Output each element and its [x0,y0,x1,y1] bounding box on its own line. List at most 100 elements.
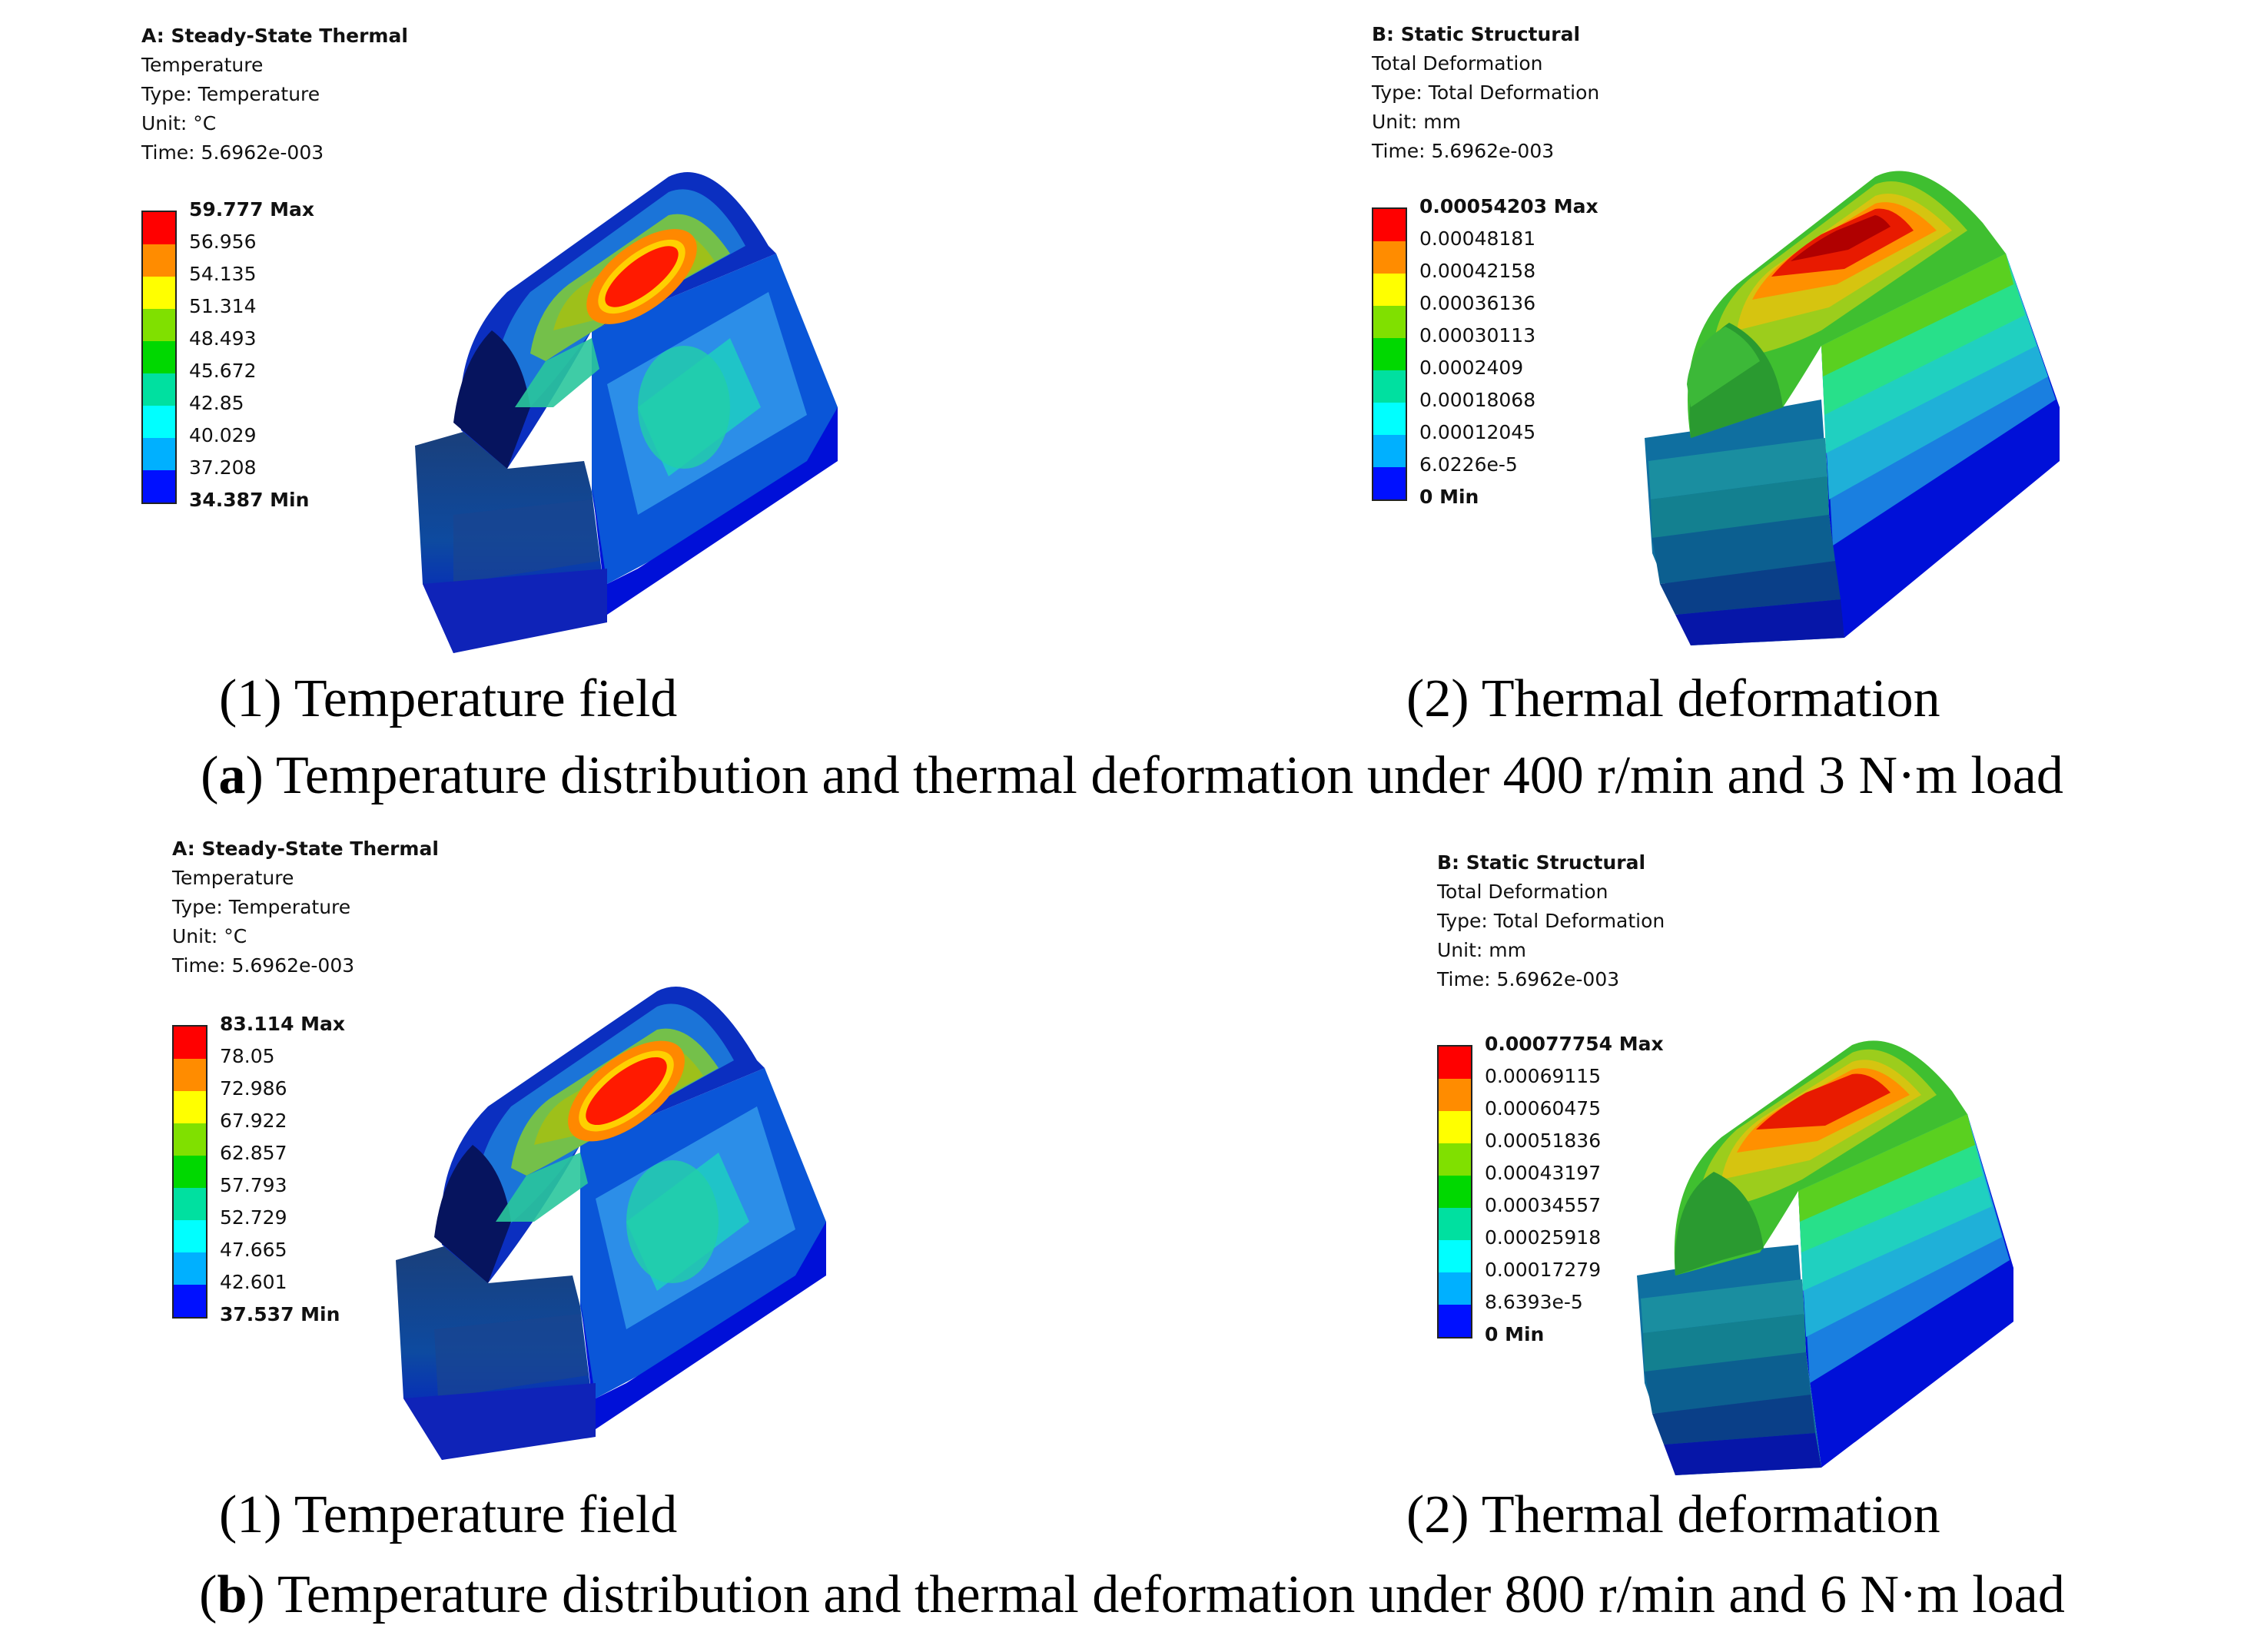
legend-swatch [1373,467,1406,499]
info-header: B: Static Structural [1372,23,1581,45]
legend-value: 56.956 [189,231,257,253]
legend-swatch [174,1220,206,1252]
legend-value: 6.0226e-5 [1419,453,1518,476]
info-header: A: Steady-State Thermal [172,838,439,860]
caption-label: b [217,1565,247,1624]
legend-value: 0.00012045 [1419,421,1536,443]
legend-value: 40.029 [189,424,257,446]
legend-value: 0.00060475 [1485,1097,1602,1120]
legend-swatch [143,470,175,503]
info-line: Time: 5.6962e-003 [172,954,355,977]
legend-swatch [1439,1111,1471,1143]
info-line: Type: Total Deformation [1372,81,1600,104]
deformation-model-render [1645,171,2060,645]
legend-swatch [174,1123,206,1156]
info-line: Time: 5.6962e-003 [1372,140,1555,162]
legend-value: 8.6393e-5 [1485,1291,1583,1313]
deformation-info-a: B: Static Structural Total Deformation T… [1372,20,1599,166]
legend-swatch [174,1027,206,1059]
legend-min-label: 0 Min [1485,1323,1545,1345]
legend-value: 0.00036136 [1419,292,1536,314]
caption-label: a [218,746,246,805]
legend-swatch [174,1188,206,1220]
legend-value: 0.00069115 [1485,1065,1602,1087]
caption-text: Temperature distribution and thermal def… [276,746,2063,805]
legend-value: 51.314 [189,295,257,317]
legend-swatch [143,438,175,470]
legend-value: 67.922 [220,1110,287,1132]
legend-value: 52.729 [220,1206,287,1229]
legend-swatch [1373,209,1406,241]
deformation-info-b: B: Static Structural Total Deformation T… [1437,848,1665,994]
temperature-info-a: A: Steady-State Thermal Temperature Type… [141,22,408,168]
temperature-info-b: A: Steady-State Thermal Temperature Type… [172,834,439,980]
legend-value: 62.857 [220,1142,287,1164]
legend-swatch [143,277,175,309]
legend-swatch [1439,1079,1471,1111]
legend-swatch [174,1059,206,1091]
info-line: Unit: °C [172,925,247,947]
legend-swatch [1439,1208,1471,1240]
legend-swatch [174,1156,206,1188]
info-line: Time: 5.6962e-003 [141,141,324,164]
legend-value: 0.00034557 [1485,1194,1602,1216]
subcaption-deformation-a: (2) Thermal deformation [1406,669,1940,728]
legend-value: 0.00030113 [1419,324,1536,347]
legend-swatch [1373,435,1406,467]
info-line: Unit: °C [141,112,217,134]
legend-min-label: 37.537 Min [220,1303,340,1325]
figure-caption-a: (a) Temperature distribution and thermal… [201,746,2063,805]
legend-swatch [1373,274,1406,306]
legend-value: 48.493 [189,327,257,350]
legend-swatch [143,341,175,373]
legend-value: 47.665 [220,1239,287,1261]
legend-swatch [143,309,175,341]
legend-value: 0.00048181 [1419,227,1536,250]
temperature-model-render [396,987,826,1460]
legend-value: 0.00025918 [1485,1226,1602,1249]
legend-swatch [1373,370,1406,403]
legend-max-label: 0.00077754 Max [1485,1033,1664,1055]
subcaption-temperature-b: (1) Temperature field [219,1485,678,1544]
legend-swatch [174,1091,206,1123]
figure-caption-b: (b) Temperature distribution and thermal… [199,1565,2065,1624]
legend-swatch [1439,1047,1471,1079]
legend-value: 0.00043197 [1485,1162,1602,1184]
legend-value: 54.135 [189,263,257,285]
legend-swatch [1373,403,1406,435]
legend-value: 37.208 [189,456,257,479]
legend-min-label: 0 Min [1419,486,1479,508]
info-line: Total Deformation [1372,52,1543,75]
subcaption-temperature-a: (1) Temperature field [219,669,678,728]
info-line: Temperature [141,54,264,76]
legend-swatch [1439,1143,1471,1176]
legend-colorbar [1372,207,1407,501]
legend-value: 0.0002409 [1419,357,1524,379]
legend-value: 57.793 [220,1174,287,1196]
legend-value: 0.00017279 [1485,1259,1602,1281]
info-line: Type: Temperature [141,83,320,105]
info-line: Type: Total Deformation [1437,910,1665,932]
legend-colorbar [172,1025,207,1319]
legend-swatch [1373,306,1406,338]
info-line: Total Deformation [1437,881,1608,903]
subcaption-deformation-b: (2) Thermal deformation [1406,1485,1940,1544]
caption-text: Temperature distribution and thermal def… [277,1565,2065,1624]
legend-swatch [1439,1176,1471,1208]
legend-max-label: 83.114 Max [220,1013,346,1035]
legend-value: 0.00042158 [1419,260,1536,282]
legend-max-label: 59.777 Max [189,198,315,221]
legend-value: 42.85 [189,392,244,414]
legend-swatch [174,1252,206,1285]
info-line: Unit: mm [1372,111,1461,133]
legend-swatch [1439,1272,1471,1305]
legend-value: 0.00051836 [1485,1130,1602,1152]
legend-colorbar [1437,1045,1472,1339]
legend-value: 78.05 [220,1045,275,1067]
legend-swatch [1439,1305,1471,1337]
legend-value: 72.986 [220,1077,287,1100]
legend-swatch [143,373,175,406]
legend-swatch [1439,1240,1471,1272]
legend-value: 0.00018068 [1419,389,1536,411]
info-header: B: Static Structural [1437,851,1646,874]
